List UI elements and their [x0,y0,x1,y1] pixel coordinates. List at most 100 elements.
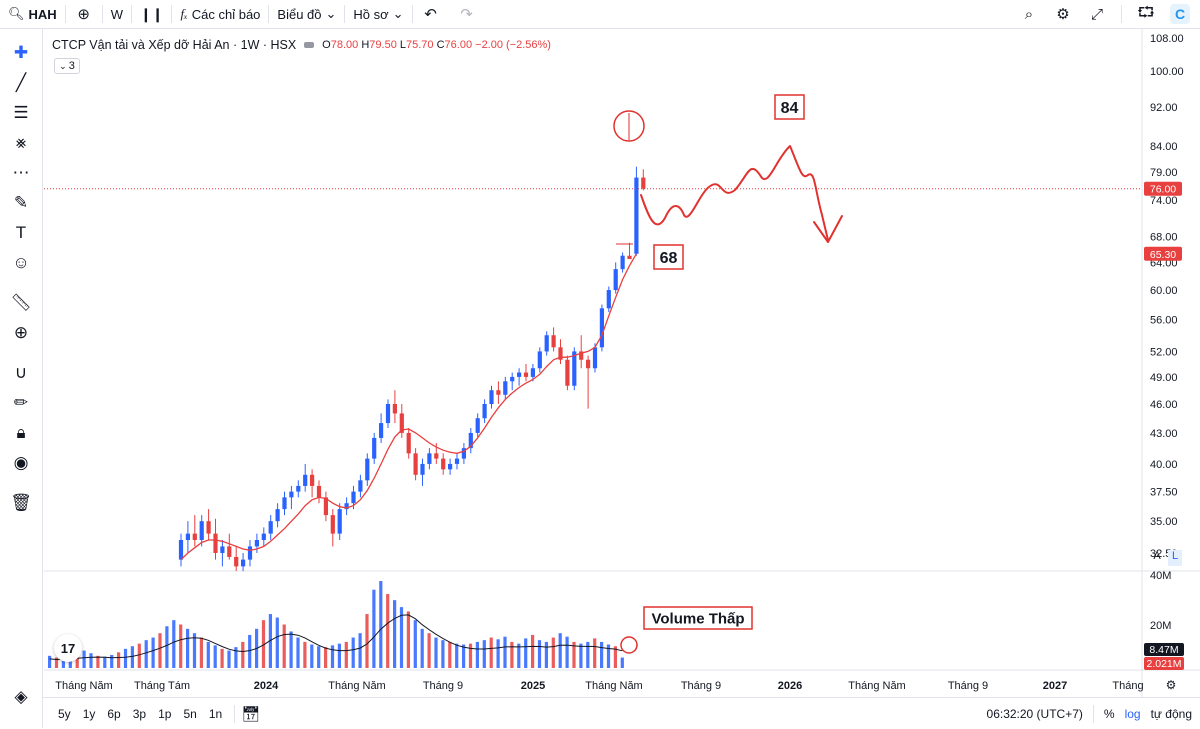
chart-type-button[interactable]: ❙❙ [132,0,171,28]
candle-body [592,347,598,369]
top-toolbar: 🔍︎ HAH ⊕ W ❙❙ fₓ Các chỉ báo Biểu đồ ⌄ Hồ s… [0,0,1200,29]
candle-body [482,404,487,419]
volume-bar [303,641,307,668]
volume-bar [600,641,604,668]
volume-bar [572,641,576,668]
volume-bar [289,631,293,668]
clock-time[interactable]: 06:32:20 (UTC+7) [986,706,1083,721]
range-1d[interactable]: 1n [208,706,223,721]
ruler-icon[interactable]: 📏︎ [10,293,32,312]
candle-body [192,533,197,540]
candle-body [185,533,190,540]
candle-body [634,177,639,254]
volume-bar [172,620,176,668]
volume-bar [544,641,548,668]
time-tick-label: 2025 [521,680,545,692]
time-tick-label: 2026 [778,680,802,692]
price-tick-label: 43.00 [1150,428,1178,440]
quick-search-icon[interactable]: ⌕ [1024,5,1034,23]
fib-lines-icon[interactable]: ☰ [13,103,29,122]
volume-circle-annotation [620,636,638,654]
candle-body [220,546,225,553]
indicators-button[interactable]: fₓ Các chỉ báo [172,0,268,28]
forecast-icon[interactable]: ⋯ [12,163,30,182]
candle-body [351,491,356,504]
time-tick-label: 2024 [254,680,279,692]
range-5d[interactable]: 5n [183,706,197,721]
candle-body [586,359,591,369]
magnet-icon[interactable]: ∪ [14,363,28,382]
log-toggle[interactable]: log [1124,706,1141,721]
volume-ma-badge: 2.021M [1146,658,1181,670]
volume-bar [206,641,210,668]
pattern-icon[interactable]: ⨳ [15,133,27,152]
lock-icon[interactable]: 🔒︎ [16,423,26,442]
auto-scale-toggle[interactable]: A [1153,550,1161,562]
candles-group [178,166,646,571]
emoji-icon[interactable]: ☺ [12,253,30,272]
time-tick-label: Tháng Năm [848,680,905,692]
volume-bar [462,644,466,668]
brush-icon[interactable]: ✎ [13,193,29,212]
undo-button[interactable]: ↶ [413,0,449,28]
crosshair-icon[interactable]: ✚ [13,43,29,62]
trash-icon[interactable]: 🗑︎ [10,493,32,512]
chart-menu-button[interactable]: Biểu đồ ⌄ [269,0,344,28]
candle-body [537,351,542,369]
percent-toggle[interactable]: % [1103,706,1115,721]
volume-bar [613,646,617,668]
time-tick-label: Tháng [1112,680,1143,692]
profile-menu-button[interactable]: Hồ sơ ⌄ [345,0,411,28]
time-tick-label: Tháng Năm [585,680,642,692]
volume-bar [144,640,148,668]
eye-icon[interactable]: ◉ [13,453,29,472]
last-price-badge: 76.00 [1150,184,1176,196]
zoom-in-icon[interactable]: ⊕ [13,323,29,342]
legend-dot-icon [304,42,315,48]
auto-toggle[interactable]: tự động [1150,706,1192,721]
ma-value-badge-bg [1144,246,1182,261]
range-1y[interactable]: 1y [82,706,96,721]
candle-body [448,463,453,470]
trend-line-icon[interactable]: ╱ [15,73,27,92]
lock-pencil-icon[interactable]: ✏ [13,393,29,412]
redo-button[interactable]: ↷ [449,0,485,28]
candle-body [275,509,280,522]
candle-body [572,351,577,386]
indicator-toggle[interactable]: ⌄ 3 [54,58,80,74]
volume-bar [441,640,445,668]
range-1m[interactable]: 1p [158,706,172,721]
tradingview-logo[interactable]: 17 [54,634,82,662]
layers-icon[interactable]: ◈ [14,687,28,706]
candle-body [544,335,549,352]
compare-button[interactable]: ⊕ [66,0,102,28]
price-tick-label: 46.00 [1150,399,1178,411]
text-tool-icon[interactable]: T [15,223,27,242]
volume-bar [606,644,611,668]
volume-bar [82,650,86,668]
time-tick-label: Tháng 9 [681,680,721,692]
range-5y[interactable]: 5y [58,706,71,721]
volume-bar [137,643,141,668]
volume-bar [386,594,390,668]
volume-bar [54,657,59,668]
share-icon[interactable]: ⮔ [1137,3,1155,21]
fullscreen-icon[interactable]: ⤢ [1090,5,1103,23]
candle-body [461,448,466,459]
range-6m[interactable]: 6p [107,706,121,721]
interval-button[interactable]: W [103,0,131,28]
app-logo-icon[interactable]: C [1170,4,1190,24]
candle-body [510,376,515,382]
settings-gear-icon[interactable]: ⚙ [1056,6,1070,23]
candle-body [475,418,480,433]
volume-bar [337,643,341,668]
log-scale-toggle[interactable]: L [1168,550,1182,566]
range-3m[interactable]: 3p [132,706,147,721]
goto-date-icon[interactable]: 📅︎ [241,705,261,723]
candle-body [310,474,315,486]
last-price-badge-bg [1144,181,1182,196]
symbol-search[interactable]: 🔍︎ HAH [0,0,65,28]
candle-body [558,347,563,360]
price-tick-label: 68.00 [1150,231,1178,243]
